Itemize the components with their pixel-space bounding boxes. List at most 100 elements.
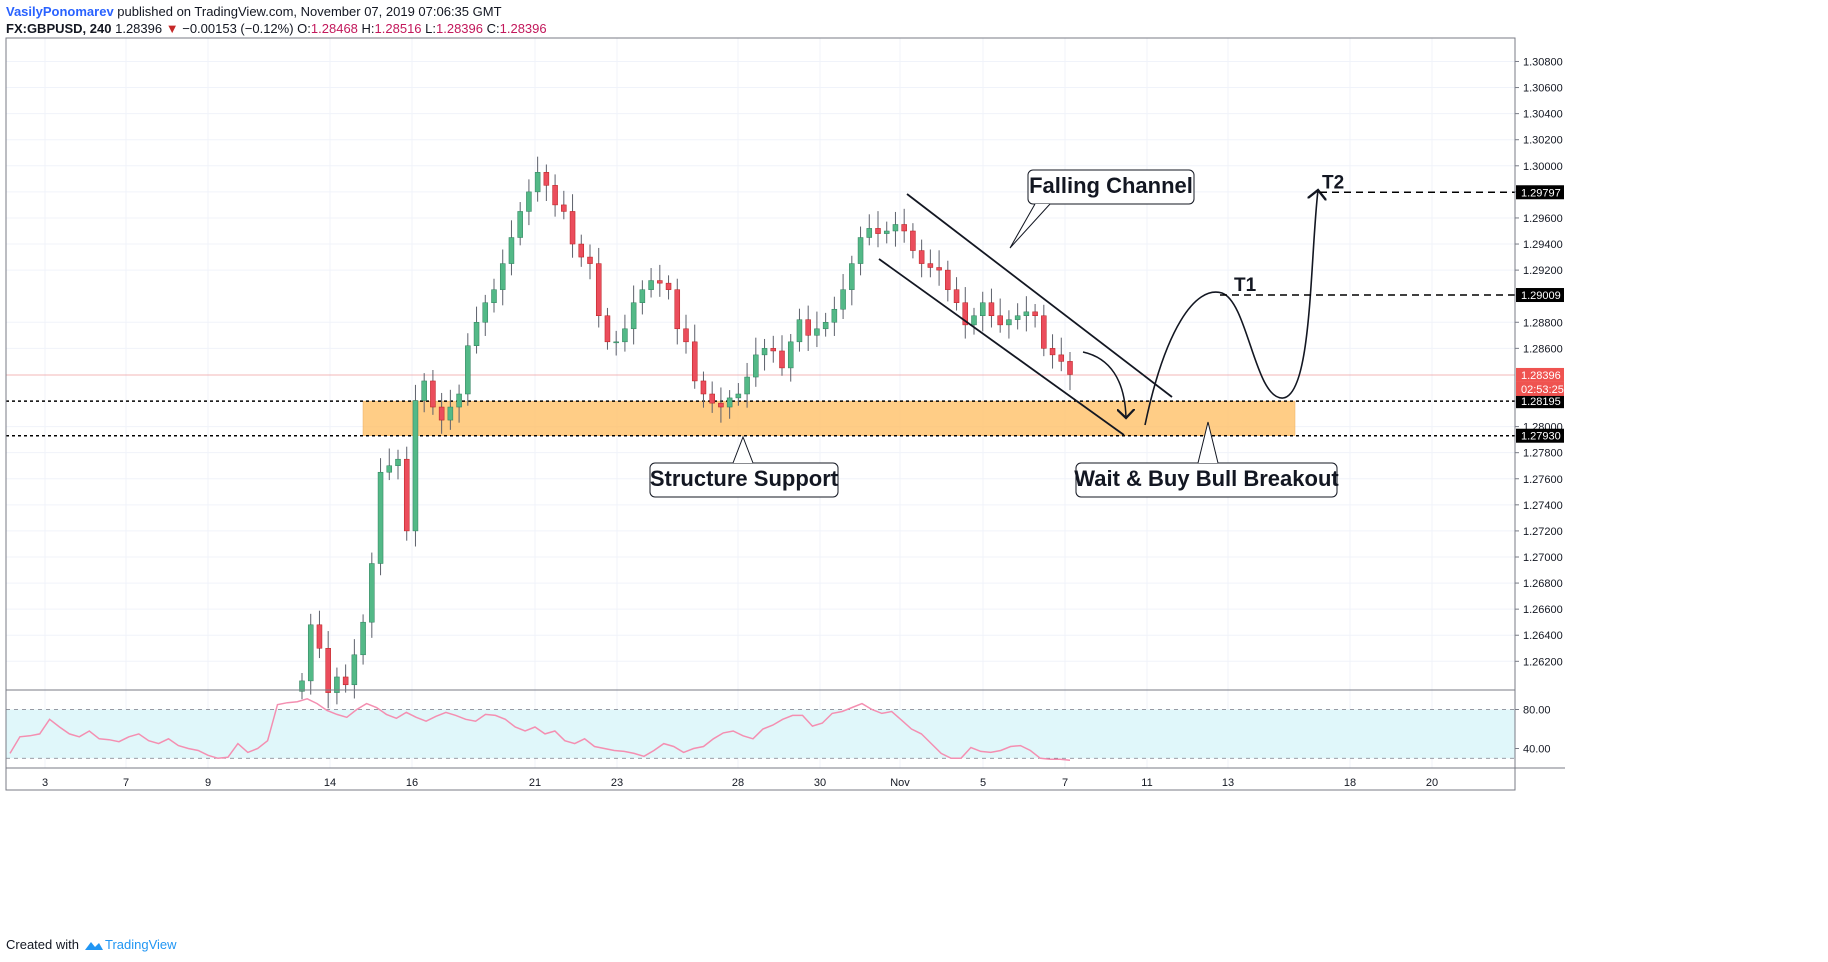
- candle: [726, 390, 733, 419]
- candle: [840, 274, 846, 320]
- symbol-label[interactable]: FX:GBPUSD, 240: [6, 21, 112, 36]
- x-tick-label: 7: [123, 777, 129, 789]
- bearish-candle-body: [657, 280, 663, 284]
- bearish-candle-body: [901, 224, 907, 232]
- bearish-candle-body: [805, 319, 811, 336]
- bullish-candle-body: [1014, 315, 1021, 320]
- candle: [918, 239, 925, 278]
- countdown-label: 02:53:25: [1521, 384, 1564, 396]
- candle: [630, 285, 637, 345]
- price-label: 1.29009: [1521, 290, 1561, 302]
- candle: [342, 664, 349, 693]
- candle: [639, 280, 646, 315]
- y-tick-label: 1.28800: [1523, 317, 1563, 329]
- countdown-box: [1516, 381, 1564, 396]
- candle: [796, 308, 803, 352]
- candle: [307, 613, 314, 695]
- y-tick-label: 1.29200: [1523, 265, 1563, 277]
- y-tick-label: 1.26200: [1523, 656, 1563, 668]
- y-tick-label: 1.27200: [1523, 526, 1563, 538]
- candle: [997, 298, 1003, 333]
- candle: [831, 296, 838, 336]
- bullish-candle-body: [857, 237, 864, 264]
- grid-lines: [6, 38, 1515, 768]
- candle: [892, 211, 899, 247]
- x-tick-label: 16: [406, 777, 418, 789]
- rsi-line: [9, 697, 1071, 761]
- x-tick-label: 14: [324, 777, 336, 789]
- bullish-candle-body: [421, 380, 427, 401]
- bullish-candle-body: [787, 341, 794, 369]
- candle: [578, 234, 585, 267]
- candle: [430, 369, 436, 415]
- candle: [962, 287, 969, 339]
- candle: [403, 446, 410, 541]
- bearish-candle-body: [561, 204, 567, 212]
- tradingview-logo[interactable]: TradingView: [83, 937, 177, 952]
- candle: [988, 288, 995, 328]
- bullish-candle-body: [526, 191, 532, 212]
- candle: [526, 179, 532, 226]
- high-value: 1.28516: [374, 21, 422, 36]
- candle: [299, 673, 305, 700]
- author-link[interactable]: VasilyPonomarev: [6, 4, 114, 19]
- bullish-candle-body: [796, 319, 803, 343]
- y-tick-label: 1.30800: [1523, 56, 1563, 68]
- bullish-candle-body: [334, 676, 340, 693]
- candle: [561, 190, 567, 220]
- bearish-candle-body: [1067, 361, 1073, 375]
- x-tick-label: 30: [814, 777, 826, 789]
- candle: [822, 312, 829, 337]
- candle: [875, 211, 881, 248]
- bearish-candle-body: [674, 289, 681, 330]
- candle: [691, 324, 698, 389]
- candle: [735, 383, 742, 406]
- bullish-candle-body: [360, 621, 366, 656]
- candle: [316, 610, 323, 659]
- candle: [622, 314, 628, 352]
- bullish-candle-body: [814, 328, 820, 336]
- bullish-candle-body: [761, 348, 768, 356]
- bullish-candle-body: [735, 393, 742, 399]
- candle: [325, 631, 331, 709]
- candle: [517, 202, 523, 246]
- channel-lower-line: [878, 258, 1125, 436]
- bearish-candle-body: [691, 341, 698, 382]
- y-tick-label: 1.27400: [1523, 500, 1563, 512]
- bearish-candle-body: [325, 648, 331, 693]
- candle: [718, 387, 724, 423]
- candle: [665, 275, 672, 300]
- candle: [369, 552, 375, 638]
- candle: [683, 314, 689, 354]
- bearish-candle-body: [875, 228, 881, 234]
- x-tick-label: 21: [529, 777, 541, 789]
- candle: [761, 338, 768, 371]
- x-tick-label: 28: [732, 777, 744, 789]
- candle: [805, 305, 811, 351]
- candle: [1049, 334, 1056, 369]
- candle: [482, 294, 489, 336]
- bullish-candle-body: [840, 289, 846, 310]
- open-value: 1.28468: [310, 21, 358, 36]
- bearish-candle-body: [918, 250, 925, 264]
- bullish-candle-body: [377, 471, 384, 564]
- close-value: 1.28396: [499, 21, 547, 36]
- y-tick-label: 1.26400: [1523, 630, 1563, 642]
- candle: [587, 244, 593, 280]
- channel-upper-line: [906, 193, 1173, 398]
- candle: [648, 268, 654, 298]
- bullish-candle-body: [473, 322, 480, 346]
- bearish-candle-body: [700, 380, 707, 395]
- bullish-candle-body: [613, 341, 619, 344]
- candle: [552, 174, 558, 217]
- pullback-arrow: [1082, 351, 1126, 418]
- bearish-candle-body: [438, 406, 445, 421]
- bullish-candle-body: [883, 230, 890, 234]
- candle: [395, 449, 401, 480]
- candle: [910, 223, 916, 259]
- bullish-candle-body: [491, 289, 497, 303]
- y-tick-label: 1.26800: [1523, 578, 1563, 590]
- bullish-candle-body: [892, 224, 899, 232]
- price-change: −0.00153 (−0.12%): [182, 21, 294, 36]
